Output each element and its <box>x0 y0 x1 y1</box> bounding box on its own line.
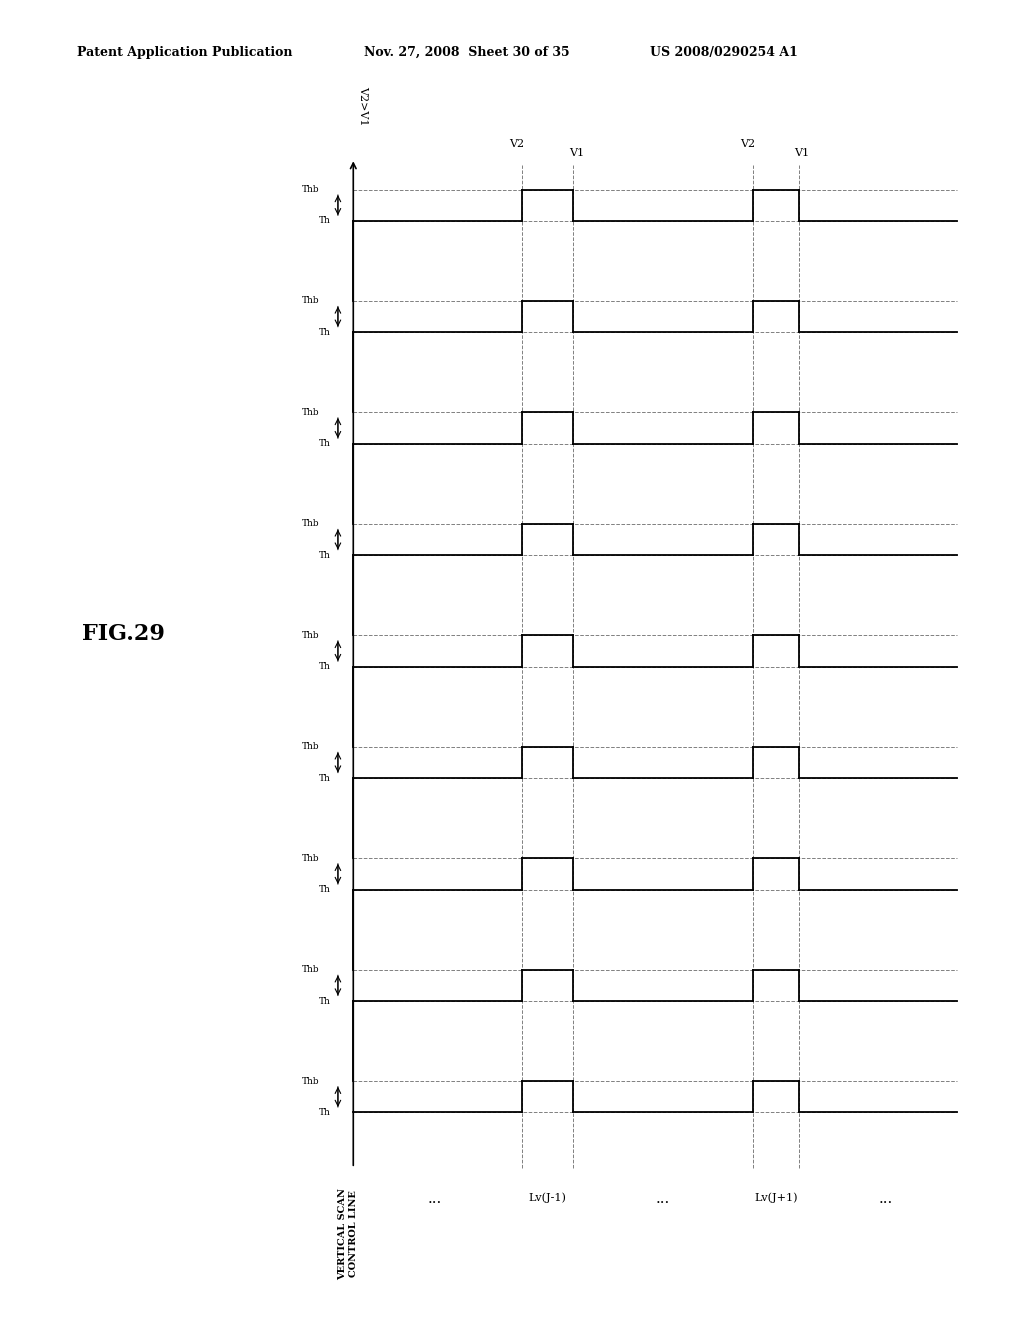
Text: Thb: Thb <box>302 854 319 863</box>
Text: Th: Th <box>318 774 331 783</box>
Text: Th: Th <box>318 884 331 894</box>
Text: Thb: Thb <box>302 631 319 640</box>
Text: Thb: Thb <box>302 965 319 974</box>
Text: Lv(J+1): Lv(J+1) <box>754 1192 798 1203</box>
Text: Th: Th <box>318 440 331 449</box>
Text: Th: Th <box>318 1107 331 1117</box>
Text: Nov. 27, 2008  Sheet 30 of 35: Nov. 27, 2008 Sheet 30 of 35 <box>364 46 569 59</box>
Text: Thb: Thb <box>302 408 319 417</box>
Text: Thb: Thb <box>302 185 319 194</box>
Text: V2: V2 <box>740 139 755 149</box>
Text: ...: ... <box>879 1192 893 1206</box>
Text: ...: ... <box>656 1192 670 1206</box>
Text: VERTICAL SCAN
CONTROL LINE: VERTICAL SCAN CONTROL LINE <box>339 1188 357 1280</box>
Text: V2>V1: V2>V1 <box>358 86 369 125</box>
Text: Thb: Thb <box>302 1077 319 1086</box>
Text: US 2008/0290254 A1: US 2008/0290254 A1 <box>650 46 798 59</box>
Text: V1: V1 <box>795 148 809 158</box>
Text: ...: ... <box>428 1192 442 1206</box>
Text: FIG.29: FIG.29 <box>82 623 165 644</box>
Text: Th: Th <box>318 327 331 337</box>
Text: Thb: Thb <box>302 742 319 751</box>
Text: Patent Application Publication: Patent Application Publication <box>77 46 292 59</box>
Text: Th: Th <box>318 663 331 671</box>
Text: Th: Th <box>318 216 331 226</box>
Text: Lv(J-1): Lv(J-1) <box>529 1192 566 1203</box>
Text: V1: V1 <box>569 148 584 158</box>
Text: Thb: Thb <box>302 297 319 305</box>
Text: Th: Th <box>318 997 331 1006</box>
Text: Th: Th <box>318 550 331 560</box>
Text: V2: V2 <box>510 139 524 149</box>
Text: Thb: Thb <box>302 520 319 528</box>
